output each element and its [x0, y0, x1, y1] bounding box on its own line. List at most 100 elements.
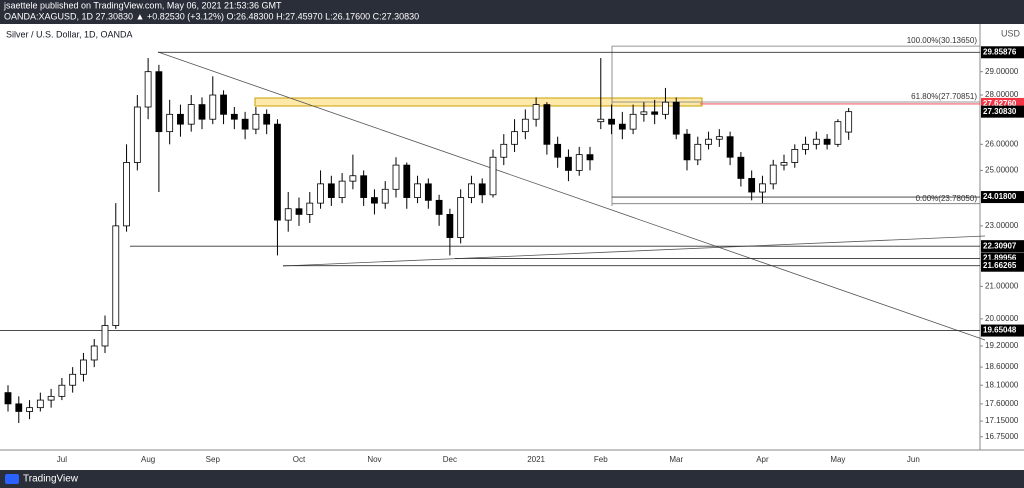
chart-title: Silver / U.S. Dollar, 1D, OANDA: [6, 29, 133, 39]
candle-body: [26, 407, 33, 412]
candle-body: [155, 71, 163, 133]
candle-body: [15, 403, 23, 412]
candle-body: [4, 392, 12, 405]
y-tick-label: 20.00000: [985, 314, 1019, 323]
candle-body: [629, 113, 637, 130]
candle-body: [144, 71, 152, 108]
level-label: 27.30830: [983, 107, 1017, 116]
x-tick-label: Mar: [669, 455, 683, 464]
y-tick-label: 26.00000: [985, 139, 1019, 148]
x-tick-label: Sep: [206, 455, 221, 464]
x-tick-label: Oct: [293, 455, 306, 464]
trendline: [157, 51, 986, 341]
candle-body: [575, 154, 583, 171]
x-tick-label: Apr: [756, 455, 769, 464]
candle-body: [489, 156, 497, 196]
candle-body: [500, 143, 508, 158]
candle-body: [511, 131, 518, 145]
candle-body: [263, 113, 271, 125]
candle-body: [834, 121, 842, 145]
candle-body: [166, 113, 174, 133]
y-tick-label: 29.00000: [985, 67, 1019, 76]
x-tick-label: Nov: [367, 455, 381, 464]
candle-body: [220, 94, 227, 115]
candle-body: [726, 136, 734, 158]
x-tick-label: Dec: [443, 455, 457, 464]
y-tick-label: 17.15000: [985, 416, 1019, 425]
candle-body: [565, 156, 572, 171]
candle-body: [618, 123, 626, 130]
level-label-bg: [981, 259, 1024, 272]
candle-body: [705, 138, 712, 145]
candle-body: [683, 133, 691, 161]
candle-body: [252, 113, 260, 130]
candle-body: [58, 384, 66, 397]
candle-body: [209, 94, 217, 120]
candle-body: [338, 180, 346, 198]
y-tick-label: 21.00000: [985, 281, 1019, 290]
candle-body: [424, 183, 432, 201]
y-tick-label: 19.20000: [985, 341, 1019, 350]
candle-body: [769, 164, 777, 185]
candle-body: [133, 106, 141, 163]
candle-body: [468, 183, 475, 198]
candle-body: [532, 104, 540, 120]
candle-body: [759, 183, 766, 193]
candle-body: [241, 118, 249, 130]
candle-body: [101, 325, 109, 347]
level-label: 21.66265: [983, 261, 1017, 270]
trendline: [282, 235, 986, 267]
brand[interactable]: TradingView: [23, 474, 79, 485]
level-label: 24.01800: [983, 192, 1017, 201]
candle-body: [371, 197, 378, 204]
level-label: 22.30907: [983, 241, 1017, 250]
candle-body: [123, 162, 130, 227]
candle-body: [414, 183, 421, 198]
candle-body: [112, 225, 120, 326]
candle-body: [737, 156, 745, 179]
candle-body: [295, 208, 303, 215]
candle-body: [317, 183, 324, 204]
level-label-bg: [981, 46, 1024, 59]
candle-body: [457, 197, 465, 238]
candle-body: [80, 359, 87, 375]
fib-label: 100.00%(30.13650): [907, 36, 978, 45]
y-tick-label: 17.60000: [985, 399, 1019, 408]
x-tick-label: Jul: [57, 455, 67, 464]
candle-body: [47, 395, 55, 401]
level-label: 27.62760: [983, 99, 1017, 108]
candle-body: [791, 149, 799, 163]
y-tick-label: 28.00000: [985, 90, 1019, 99]
candle-body: [543, 104, 551, 145]
level-label: 29.85876: [983, 47, 1017, 56]
candle-body: [360, 175, 368, 198]
candle-body: [780, 162, 788, 166]
level-label: 19.65048: [983, 326, 1017, 335]
candle-body: [306, 202, 314, 215]
x-tick-label: Aug: [141, 455, 155, 464]
candle-body: [812, 138, 820, 145]
publisher: jsaettele published on TradingView.com, …: [3, 0, 282, 10]
candle-body: [284, 208, 292, 221]
candle-body: [36, 399, 44, 409]
y-tick-label: 16.75000: [985, 432, 1019, 441]
candle-body: [694, 143, 702, 161]
candle-body: [177, 113, 184, 125]
y-tick-label: 23.00000: [985, 221, 1019, 230]
candle-body: [349, 175, 357, 182]
candle-body: [403, 164, 411, 198]
candle-body: [392, 164, 400, 190]
y-tick-label: 25.00000: [985, 166, 1019, 175]
fib-label: 61.80%(27.70851): [911, 92, 977, 101]
candle-body: [608, 118, 615, 125]
level-label-bg: [981, 105, 1024, 118]
candle-body: [90, 345, 98, 361]
candle-body: [672, 101, 680, 135]
footer-bar: [0, 470, 1024, 488]
candle-body: [651, 111, 659, 115]
candle-body: [478, 183, 486, 196]
candle-body: [662, 101, 669, 115]
symbol-line: OANDA:XAGUSD, 1D 27.30830 ▲ +0.82530 (+3…: [4, 11, 419, 21]
